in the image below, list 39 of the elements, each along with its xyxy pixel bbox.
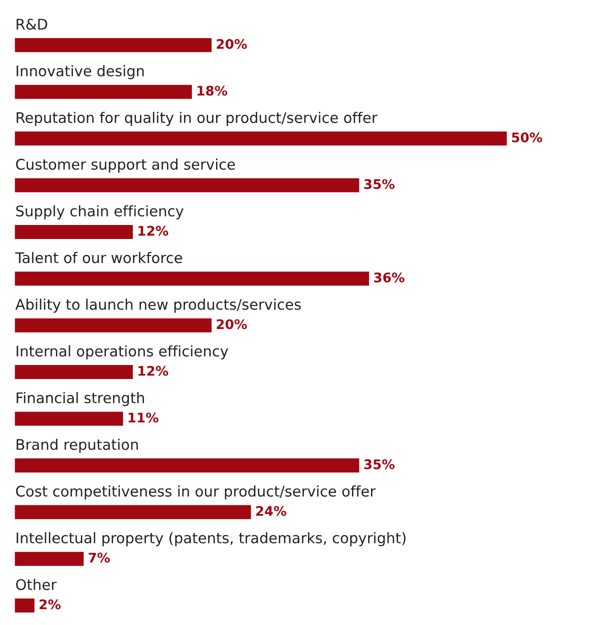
y-tick-label: Reputation for quality in our product/service offer (16, 112, 378, 126)
data-label: 24% (256, 506, 286, 516)
bar (14, 38, 212, 52)
y-tick-label: Intellectual property (patents, trademarks, copyright) (16, 532, 406, 546)
y-tick-label: Cost competitiveness in our product/service offer (16, 485, 376, 500)
y-tick-label: Customer support and service (16, 158, 235, 173)
data-label: 2% (40, 599, 61, 610)
y-tick-label: Other (16, 578, 57, 590)
data-label: 12% (138, 226, 168, 236)
data-label: 20% (216, 39, 247, 49)
bar (14, 318, 212, 332)
bar (14, 365, 133, 380)
y-tick-label: Supply chain efficiency (16, 205, 184, 220)
bar (14, 505, 251, 520)
data-label: 7% (88, 552, 110, 563)
y-tick-label: Talent of our workforce (15, 252, 182, 264)
data-label: 35% (364, 179, 395, 190)
data-label: 11% (128, 412, 158, 423)
bar (14, 598, 34, 613)
data-label: 50% (512, 132, 542, 142)
y-tick-label: Ability to launch new products/services (15, 298, 301, 313)
bar (14, 132, 507, 146)
data-label: 35% (364, 459, 395, 470)
bar (14, 458, 360, 472)
y-tick-label: Internal operations efficiency (16, 345, 228, 360)
bar (14, 412, 124, 426)
y-tick-label: Financial strength (16, 392, 144, 406)
bar (14, 552, 84, 566)
y-tick-label: Brand reputation (16, 438, 138, 453)
y-tick-label: Innovative design (16, 65, 144, 80)
y-tick-label: R&D (16, 18, 48, 30)
bar (14, 178, 360, 192)
bar (14, 272, 370, 286)
data-label: 12% (138, 366, 168, 376)
bar (14, 224, 133, 239)
data-label: 20% (216, 319, 247, 330)
data-label: 36% (374, 272, 404, 282)
bar (14, 84, 192, 99)
data-label: 18% (198, 86, 228, 96)
